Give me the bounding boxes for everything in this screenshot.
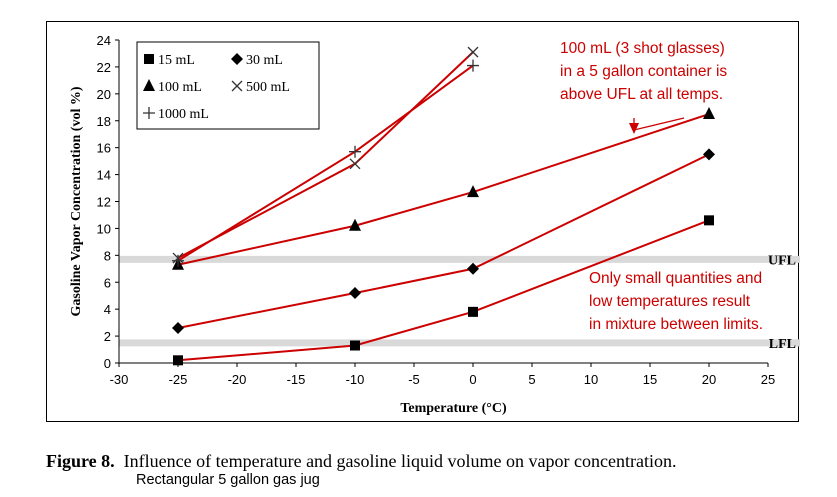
data-point-1000-ml: [349, 145, 361, 158]
x-tick-label: 10: [584, 372, 598, 387]
data-point-100-ml: [703, 107, 715, 120]
y-axis-label: Gasoline Vapor Concentration (vol %): [69, 86, 84, 316]
figure-caption-text: Influence of temperature and gasoline li…: [123, 451, 677, 471]
legend-marker-500-ml: [231, 80, 243, 92]
legend-marker-100-ml: [143, 79, 155, 91]
annotation-limits-line: Only small quantities and: [589, 270, 762, 287]
annotation-limits-line: in mixture between limits.: [589, 316, 763, 333]
legend-label: 500 mL: [246, 80, 290, 95]
x-tick-label: 15: [643, 372, 657, 387]
y-tick-label: 22: [97, 60, 111, 75]
y-tick-label: 24: [97, 33, 111, 48]
annotation-ufl-line: above UFL at all temps.: [560, 86, 723, 103]
data-point-30-ml: [172, 322, 184, 335]
legend-label: 1000 mL: [158, 107, 209, 122]
figure-caption: Figure 8. Influence of temperature and g…: [46, 451, 676, 472]
annotation-arrow-head: [629, 123, 639, 134]
y-tick-label: 16: [97, 141, 111, 156]
y-tick-label: 18: [97, 114, 111, 129]
x-tick-label: -30: [110, 372, 129, 387]
legend-marker-1000-ml: [143, 107, 155, 119]
data-point-15-ml: [350, 340, 360, 351]
data-point-15-ml: [704, 215, 714, 226]
annotation-ufl-line: in a 5 gallon container is: [560, 63, 727, 80]
y-tick-label: 4: [104, 302, 111, 317]
legend-label: 15 mL: [158, 53, 195, 68]
data-point-30-ml: [349, 287, 361, 300]
legend-marker-15-ml: [144, 54, 154, 64]
data-point-500-ml: [349, 158, 361, 170]
y-tick-label: 6: [104, 275, 111, 290]
data-point-500-ml: [467, 46, 479, 58]
series-line-30-ml: [177, 153, 710, 329]
x-tick-label: -25: [169, 372, 188, 387]
x-tick-label: 25: [761, 372, 775, 387]
figure-caption-label: Figure 8.: [46, 451, 115, 471]
data-point-30-ml: [467, 262, 479, 275]
x-tick-label: -15: [287, 372, 306, 387]
data-point-15-ml: [468, 306, 478, 317]
y-tick-label: 12: [97, 195, 111, 210]
x-tick-label: 20: [702, 372, 716, 387]
data-point-1000-ml: [467, 59, 479, 72]
data-point-100-ml: [467, 185, 479, 198]
annotation-arrow-shaft: [633, 117, 685, 131]
data-point-30-ml: [703, 148, 715, 161]
y-tick-label: 20: [97, 87, 111, 102]
x-axis-label: Temperature (°C): [400, 401, 507, 416]
data-point-1000-ml: [172, 254, 184, 267]
chart-frame: UFL LFL 0 2 4 6 8 10 12 14 16 18 20 22 24 -30 -25 -20 -15-…: [46, 21, 800, 422]
annotation-limits-line: low temperatures result: [589, 293, 751, 310]
reference-label-ufl: UFL: [768, 253, 796, 268]
x-tick-label: -20: [228, 372, 247, 387]
y-tick-label: 0: [104, 356, 111, 371]
y-tick-label: 8: [104, 248, 111, 263]
y-tick-label: 10: [97, 221, 111, 236]
legend-label: 30 mL: [246, 53, 283, 68]
x-tick-label: -10: [346, 372, 365, 387]
x-tick-label: 0: [469, 372, 476, 387]
figure-subcaption: Rectangular 5 gallon gas jug: [136, 472, 320, 488]
legend-box: [136, 41, 320, 130]
data-point-15-ml: [173, 355, 183, 366]
legend-marker-30-ml: [231, 53, 243, 65]
reference-label-lfl: LFL: [769, 337, 796, 352]
series-line-100-ml: [177, 113, 710, 266]
legend-label: 100 mL: [158, 80, 202, 95]
series-line-15-ml: [177, 219, 710, 362]
y-tick-label: 2: [104, 329, 111, 344]
x-tick-label: 5: [528, 372, 535, 387]
x-tick-label: -5: [408, 372, 420, 387]
annotation-ufl-line: 100 mL (3 shot glasses): [560, 40, 725, 57]
data-point-100-ml: [349, 218, 361, 231]
y-tick-label: 14: [97, 168, 111, 183]
